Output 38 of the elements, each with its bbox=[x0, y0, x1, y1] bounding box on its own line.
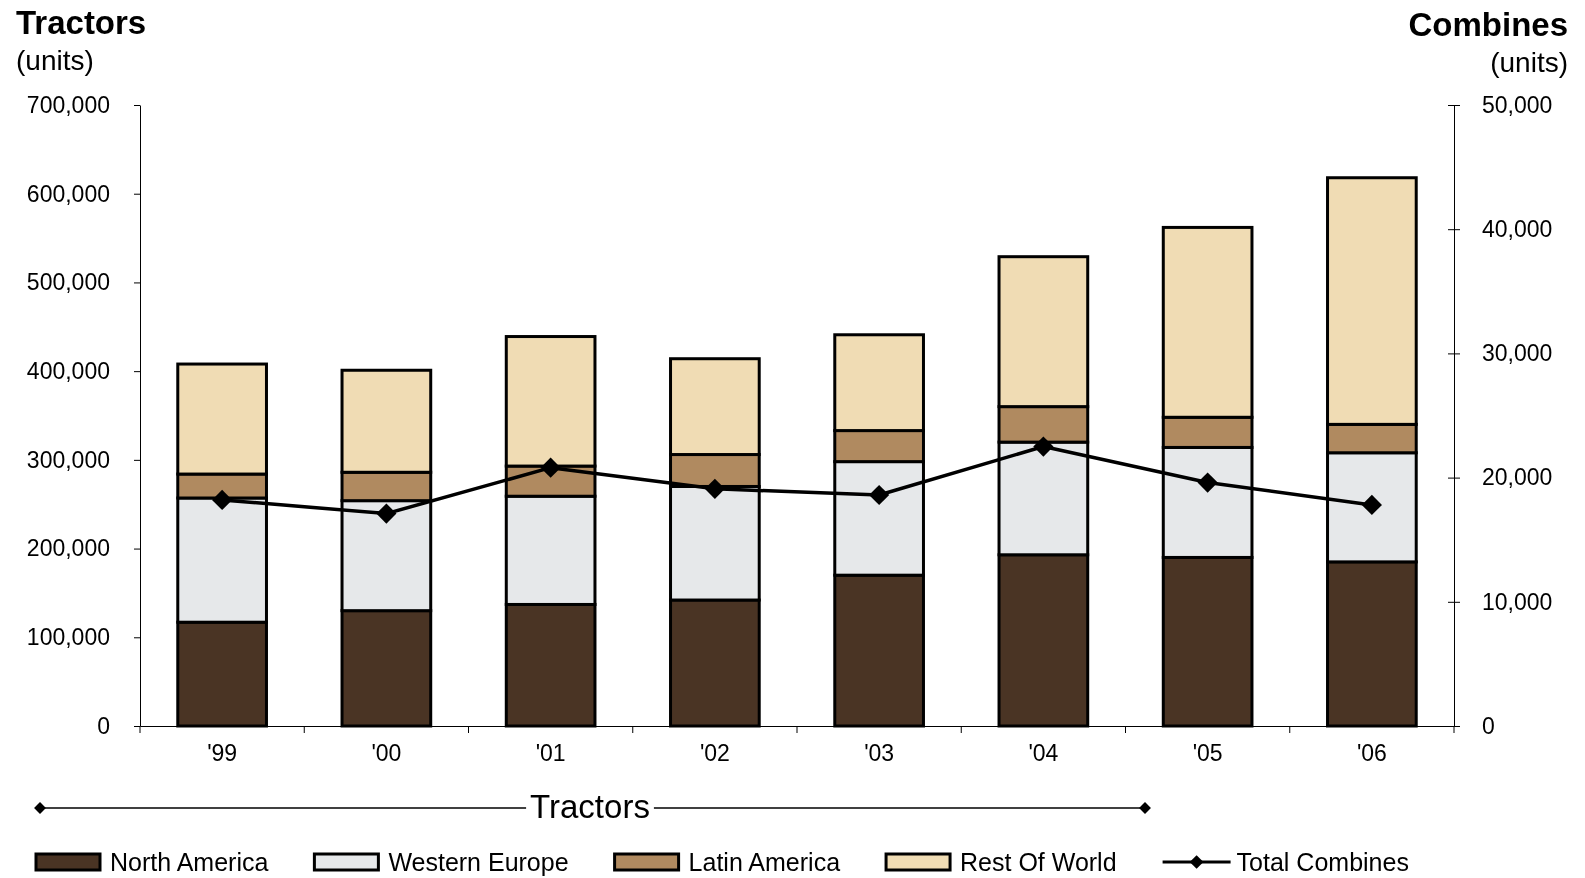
y-tick-label: 200,000 bbox=[26, 535, 110, 562]
legend-label: North America bbox=[110, 848, 269, 876]
y-tick-label: 100,000 bbox=[26, 624, 110, 651]
y-tick-label: 500,000 bbox=[26, 269, 110, 296]
y2-tick-label: 10,000 bbox=[1482, 588, 1553, 615]
y-tick-label: 0 bbox=[97, 712, 110, 739]
y2-tick-label: 30,000 bbox=[1482, 340, 1553, 367]
y2-tick-label: 0 bbox=[1482, 712, 1495, 739]
x-tick-label: '05 bbox=[1192, 740, 1223, 767]
x-tick-label: '06 bbox=[1356, 740, 1387, 767]
point bbox=[1033, 436, 1054, 457]
legend-label: Rest Of World bbox=[960, 848, 1117, 876]
y2-tick-label: 50,000 bbox=[1482, 91, 1553, 118]
y-tick-label: 700,000 bbox=[26, 91, 110, 118]
legend-label: Latin America bbox=[688, 848, 841, 876]
y-tick-label: 600,000 bbox=[26, 180, 110, 207]
legend-label: Total Combines bbox=[1236, 848, 1409, 876]
x-tick-label: '01 bbox=[535, 740, 566, 767]
y2-tick-label: 20,000 bbox=[1482, 464, 1553, 491]
x-tick-label: '04 bbox=[1028, 740, 1059, 767]
y-tick-label: 300,000 bbox=[26, 446, 110, 473]
y-axis-title: Tractors (units) bbox=[16, 4, 147, 76]
point bbox=[1361, 494, 1382, 516]
x-tick-label: '00 bbox=[371, 740, 402, 767]
x-tick-label: '03 bbox=[864, 740, 895, 767]
point bbox=[540, 457, 561, 478]
text: Tractors bbox=[530, 788, 650, 825]
legend-label: Western Europe bbox=[388, 848, 569, 876]
point bbox=[376, 503, 397, 524]
point bbox=[212, 489, 233, 511]
x-tick-label: '99 bbox=[207, 740, 238, 767]
point bbox=[1197, 472, 1218, 493]
point bbox=[869, 484, 890, 506]
y-tick-label: 400,000 bbox=[26, 358, 110, 384]
point bbox=[704, 478, 725, 499]
x-tick-label: '02 bbox=[699, 740, 730, 767]
y2-tick-label: 40,000 bbox=[1482, 216, 1553, 243]
y2-axis-title: Combines (units) bbox=[1408, 6, 1568, 78]
